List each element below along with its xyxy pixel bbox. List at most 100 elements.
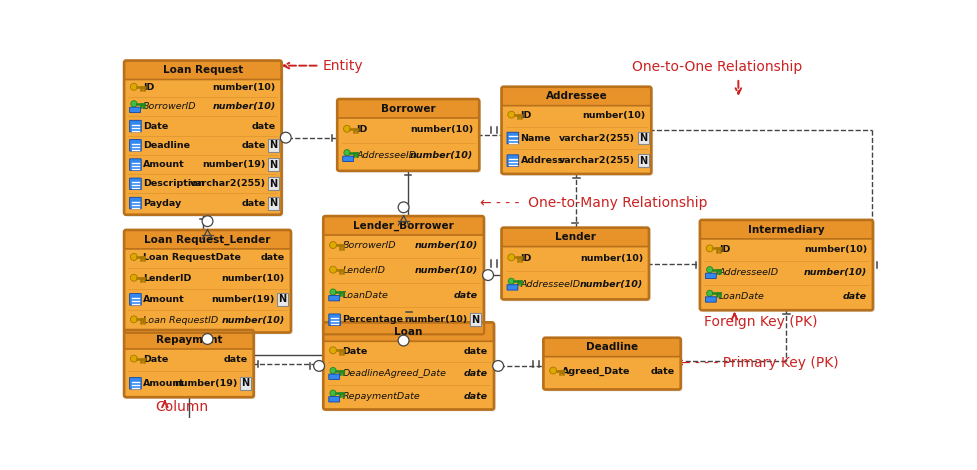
Text: Loan RequestID: Loan RequestID xyxy=(143,316,218,325)
Text: N: N xyxy=(638,156,647,165)
Circle shape xyxy=(280,132,291,143)
Text: number(19): number(19) xyxy=(202,160,266,169)
Text: LenderID: LenderID xyxy=(143,274,191,283)
FancyBboxPatch shape xyxy=(328,397,339,402)
Circle shape xyxy=(329,266,336,273)
Text: One-to-One Relationship: One-to-One Relationship xyxy=(631,60,802,74)
Text: AddresseeID: AddresseeID xyxy=(520,280,580,289)
Text: ID: ID xyxy=(356,125,367,134)
FancyBboxPatch shape xyxy=(124,61,280,79)
Text: Loan: Loan xyxy=(394,327,422,337)
Text: ID: ID xyxy=(143,83,154,92)
Text: N: N xyxy=(269,141,277,150)
FancyBboxPatch shape xyxy=(328,374,339,379)
Circle shape xyxy=(343,125,350,132)
FancyBboxPatch shape xyxy=(704,273,715,279)
FancyBboxPatch shape xyxy=(124,230,290,249)
FancyBboxPatch shape xyxy=(701,221,873,312)
Text: Addressee: Addressee xyxy=(545,92,607,102)
Text: Loan Request: Loan Request xyxy=(162,65,242,75)
Text: N: N xyxy=(269,160,277,170)
Text: number(10): number(10) xyxy=(579,254,643,263)
FancyBboxPatch shape xyxy=(543,338,680,357)
Circle shape xyxy=(130,316,137,323)
Text: Lender_Borrower: Lender_Borrower xyxy=(353,221,453,231)
Text: Name: Name xyxy=(520,133,550,142)
Circle shape xyxy=(549,367,556,374)
FancyBboxPatch shape xyxy=(124,346,253,397)
Text: number(10): number(10) xyxy=(409,125,473,134)
Text: RepaymentDate: RepaymentDate xyxy=(342,392,420,401)
Text: Amount: Amount xyxy=(143,295,185,304)
Circle shape xyxy=(508,278,514,284)
Text: date: date xyxy=(842,292,867,301)
FancyBboxPatch shape xyxy=(130,377,141,389)
Text: ID: ID xyxy=(718,245,730,254)
Text: Percentage: Percentage xyxy=(342,315,403,324)
Text: date: date xyxy=(251,122,276,131)
Text: Loan Request_Lender: Loan Request_Lender xyxy=(145,235,271,245)
Text: Address: Address xyxy=(520,156,564,165)
FancyBboxPatch shape xyxy=(501,228,648,247)
Text: number(19): number(19) xyxy=(174,379,237,388)
FancyBboxPatch shape xyxy=(323,232,483,334)
Text: N: N xyxy=(278,294,286,305)
Text: LenderID: LenderID xyxy=(342,266,385,275)
FancyBboxPatch shape xyxy=(328,314,340,326)
Text: number(10): number(10) xyxy=(579,280,643,289)
Text: date: date xyxy=(261,253,284,262)
FancyBboxPatch shape xyxy=(130,197,141,209)
Text: date: date xyxy=(463,369,488,378)
Text: Amount: Amount xyxy=(143,379,185,388)
Text: ID: ID xyxy=(520,111,531,120)
Text: LoanDate: LoanDate xyxy=(718,292,764,301)
FancyBboxPatch shape xyxy=(125,331,255,399)
Text: N: N xyxy=(471,315,480,325)
Circle shape xyxy=(130,274,137,281)
Text: Deadline: Deadline xyxy=(143,141,190,150)
Text: Foreign Key (PK): Foreign Key (PK) xyxy=(702,315,816,329)
FancyBboxPatch shape xyxy=(130,294,141,305)
Text: Column: Column xyxy=(154,400,208,414)
Text: BorrowerID: BorrowerID xyxy=(342,241,396,251)
Text: date: date xyxy=(224,355,247,364)
Text: ID: ID xyxy=(520,254,531,263)
FancyBboxPatch shape xyxy=(130,159,141,170)
Text: AddresseeID: AddresseeID xyxy=(718,268,779,277)
Circle shape xyxy=(130,83,137,90)
FancyBboxPatch shape xyxy=(324,217,486,336)
Circle shape xyxy=(344,149,350,156)
Circle shape xyxy=(398,335,408,346)
Text: number(10): number(10) xyxy=(404,315,467,324)
Text: number(10): number(10) xyxy=(409,151,473,160)
FancyBboxPatch shape xyxy=(544,339,682,392)
Text: LoanDate: LoanDate xyxy=(342,290,388,299)
FancyBboxPatch shape xyxy=(700,220,871,239)
Text: Payday: Payday xyxy=(143,199,182,208)
Circle shape xyxy=(492,360,503,371)
Text: ← - - - Primary Key (PK): ← - - - Primary Key (PK) xyxy=(678,356,837,370)
Text: number(10): number(10) xyxy=(581,111,645,120)
FancyBboxPatch shape xyxy=(323,338,493,409)
FancyBboxPatch shape xyxy=(323,323,493,341)
FancyBboxPatch shape xyxy=(324,323,495,411)
FancyBboxPatch shape xyxy=(501,243,648,299)
Text: N: N xyxy=(638,133,647,143)
FancyBboxPatch shape xyxy=(124,246,290,332)
Text: number(10): number(10) xyxy=(803,245,867,254)
Circle shape xyxy=(329,347,336,354)
Text: date: date xyxy=(463,346,488,355)
FancyBboxPatch shape xyxy=(130,107,141,113)
Text: varchar2(255): varchar2(255) xyxy=(559,133,635,142)
Circle shape xyxy=(130,253,137,260)
Circle shape xyxy=(705,290,712,297)
Text: number(10): number(10) xyxy=(803,268,867,277)
Text: Description: Description xyxy=(143,180,204,188)
Text: AddresseeID: AddresseeID xyxy=(356,151,416,160)
Text: Date: Date xyxy=(143,355,168,364)
Circle shape xyxy=(507,111,514,118)
Circle shape xyxy=(482,270,493,281)
Text: number(10): number(10) xyxy=(414,241,478,251)
Text: number(19): number(19) xyxy=(211,295,275,304)
Text: date: date xyxy=(650,367,674,376)
